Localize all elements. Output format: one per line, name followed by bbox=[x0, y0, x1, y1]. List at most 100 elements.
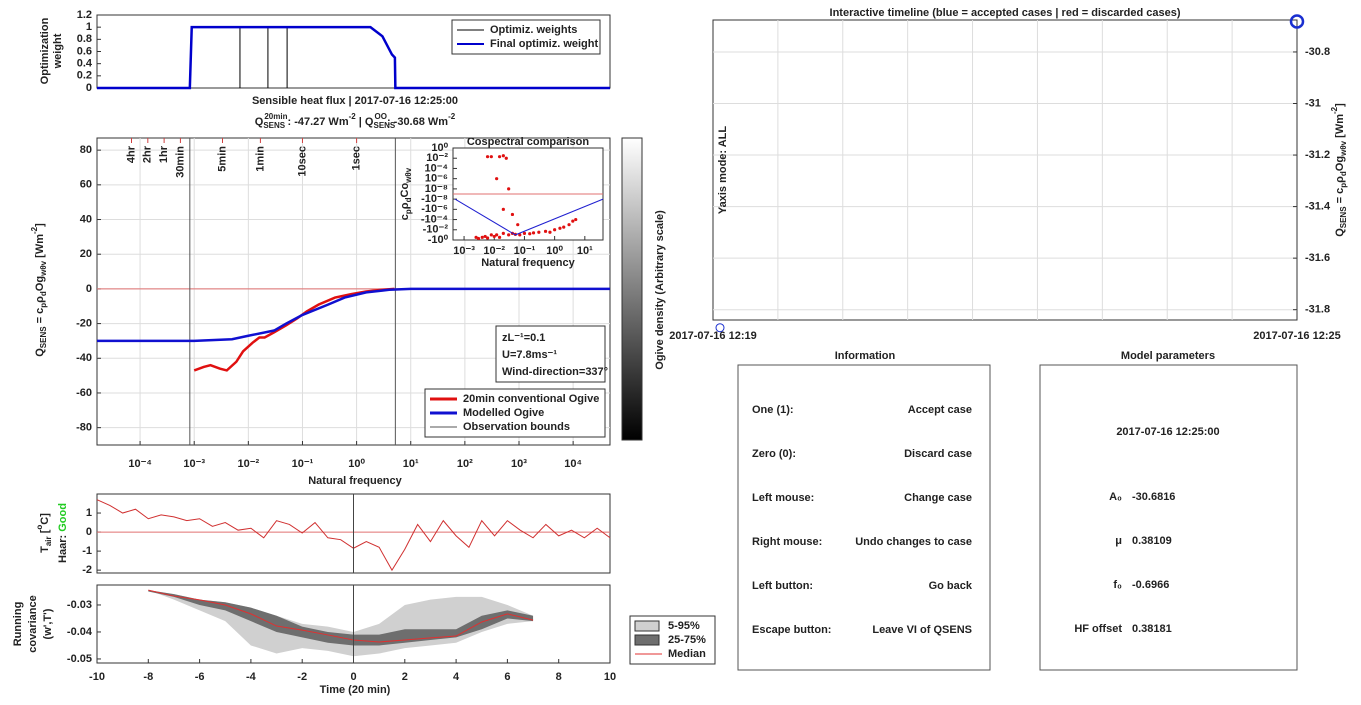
case-point[interactable] bbox=[715, 323, 725, 333]
y-tick-label: -0.05 bbox=[67, 653, 92, 665]
y-tick-label: 10⁰ bbox=[431, 142, 448, 154]
point bbox=[507, 187, 511, 191]
x-label: Natural frequency bbox=[308, 475, 402, 487]
top-tick-label: 1min bbox=[254, 146, 266, 172]
y-tick-label: -31.4 bbox=[1305, 201, 1331, 213]
info-value: Leave VI of QSENS bbox=[872, 624, 972, 636]
label-part: -2 bbox=[30, 226, 39, 234]
label-part: Og bbox=[34, 276, 46, 291]
point bbox=[492, 234, 496, 239]
label-part: | Q bbox=[356, 116, 374, 128]
info-value: Undo changes to case bbox=[855, 536, 972, 548]
param-value: 0.38181 bbox=[1132, 623, 1172, 635]
x-tick-label: -4 bbox=[246, 671, 257, 683]
x-tick-label: 10¹ bbox=[577, 245, 593, 257]
label-part: p bbox=[1339, 183, 1348, 188]
x-tick-label: 0 bbox=[350, 671, 356, 683]
legend-label: Modelled Ogive bbox=[463, 407, 544, 419]
point bbox=[553, 228, 557, 232]
label-part: d bbox=[39, 291, 48, 296]
x-tick-label: -2 bbox=[297, 671, 307, 683]
param-name: A₀ bbox=[1109, 491, 1122, 503]
chart-subtitle: QSENS20min: -47.27 Wm-2 | QSENSOO: -30.6… bbox=[255, 112, 456, 130]
info-key: Left mouse: bbox=[752, 492, 814, 504]
info-value: Go back bbox=[929, 580, 973, 592]
label-part: -2 bbox=[1330, 106, 1339, 114]
label-part: wθv bbox=[404, 167, 413, 184]
point bbox=[571, 219, 575, 223]
y-tick-label: -31.2 bbox=[1305, 149, 1330, 161]
x-tick-label: 10⁻² bbox=[483, 245, 505, 257]
point bbox=[507, 233, 511, 237]
y-tick-label: -0.04 bbox=[67, 626, 93, 638]
y-tick-label: -31.6 bbox=[1305, 252, 1330, 264]
x-tick-label: -10 bbox=[89, 671, 105, 683]
y-tick-label: 20 bbox=[80, 248, 92, 260]
info-value: Discard case bbox=[904, 448, 972, 460]
annotation: U=7.8ms⁻¹ bbox=[502, 349, 557, 361]
top-tick-label: 10sec bbox=[296, 146, 308, 177]
y-tick-label: 10⁻⁴ bbox=[425, 162, 448, 174]
point bbox=[480, 235, 484, 239]
point bbox=[558, 226, 562, 230]
label-part: SENS bbox=[1339, 206, 1348, 228]
legend-label: 25-75% bbox=[668, 634, 706, 646]
point bbox=[516, 223, 520, 227]
label-part: Haar: bbox=[57, 532, 69, 563]
haar-label: Haar: Good bbox=[57, 503, 69, 563]
x-tick-label: -6 bbox=[195, 671, 205, 683]
param-value: 0.38109 bbox=[1132, 535, 1172, 547]
y-tick-label: 1 bbox=[86, 21, 92, 33]
y-tick-label: -80 bbox=[76, 422, 92, 434]
legend-swatch bbox=[634, 620, 660, 632]
point bbox=[501, 207, 505, 211]
point bbox=[476, 236, 481, 241]
y-label: cpρdCowθv bbox=[399, 167, 413, 220]
info-key: Zero (0): bbox=[752, 448, 796, 460]
point bbox=[483, 234, 487, 239]
y-tick-label: 40 bbox=[80, 213, 92, 225]
checkbox-label: Yaxis mode: ALL bbox=[717, 126, 729, 215]
label-part: -2 bbox=[349, 112, 357, 121]
x-tick-label: 2017-07-16 12:25 bbox=[1253, 330, 1340, 342]
case-point[interactable] bbox=[1289, 14, 1305, 29]
panel-title: Model parameters bbox=[1121, 350, 1215, 362]
y-tick-label: -20 bbox=[76, 317, 92, 329]
y-tick-label: -10⁻² bbox=[423, 224, 449, 236]
x-tick-label: 10⁴ bbox=[564, 458, 582, 470]
x-tick-label: 10¹ bbox=[403, 458, 419, 470]
case-date: 2017-07-16 12:25:00 bbox=[1116, 426, 1219, 438]
y-label: (w',T') bbox=[42, 608, 54, 639]
x-tick-label: 8 bbox=[556, 671, 562, 683]
label-part: ρ bbox=[1334, 176, 1346, 183]
legend bbox=[451, 19, 601, 55]
x-tick-label: -8 bbox=[143, 671, 153, 683]
point bbox=[489, 233, 493, 237]
label-part: Og bbox=[1334, 156, 1346, 171]
point bbox=[497, 155, 502, 159]
label-part: ρ bbox=[34, 296, 46, 303]
y-tick-label: -30.8 bbox=[1305, 46, 1330, 58]
label-part: d bbox=[1339, 171, 1348, 176]
legend-label: Median bbox=[668, 648, 706, 660]
y-tick-label: 0.4 bbox=[77, 58, 93, 70]
label-part: OO bbox=[374, 112, 386, 121]
label-part: -2 bbox=[448, 112, 456, 121]
y-tick-label: -1 bbox=[82, 545, 92, 557]
y-tick-label: 10⁻² bbox=[426, 152, 448, 164]
label-part: wθv bbox=[1339, 140, 1348, 157]
y-tick-label: -31 bbox=[1305, 97, 1321, 109]
label-part: : -30.68 Wm bbox=[387, 116, 448, 128]
label-part: 20min bbox=[264, 112, 287, 121]
colorbar bbox=[621, 137, 643, 441]
label-part: [Wm bbox=[34, 234, 46, 261]
series-line bbox=[97, 287, 610, 343]
label-part: wθv bbox=[39, 260, 48, 277]
point bbox=[548, 230, 552, 234]
y-tick-label: 0.2 bbox=[77, 70, 92, 82]
x-tick-label: 2 bbox=[402, 671, 408, 683]
label-part: d bbox=[404, 197, 413, 202]
point bbox=[504, 156, 508, 160]
point bbox=[495, 233, 499, 237]
info-value: Change case bbox=[904, 492, 972, 504]
